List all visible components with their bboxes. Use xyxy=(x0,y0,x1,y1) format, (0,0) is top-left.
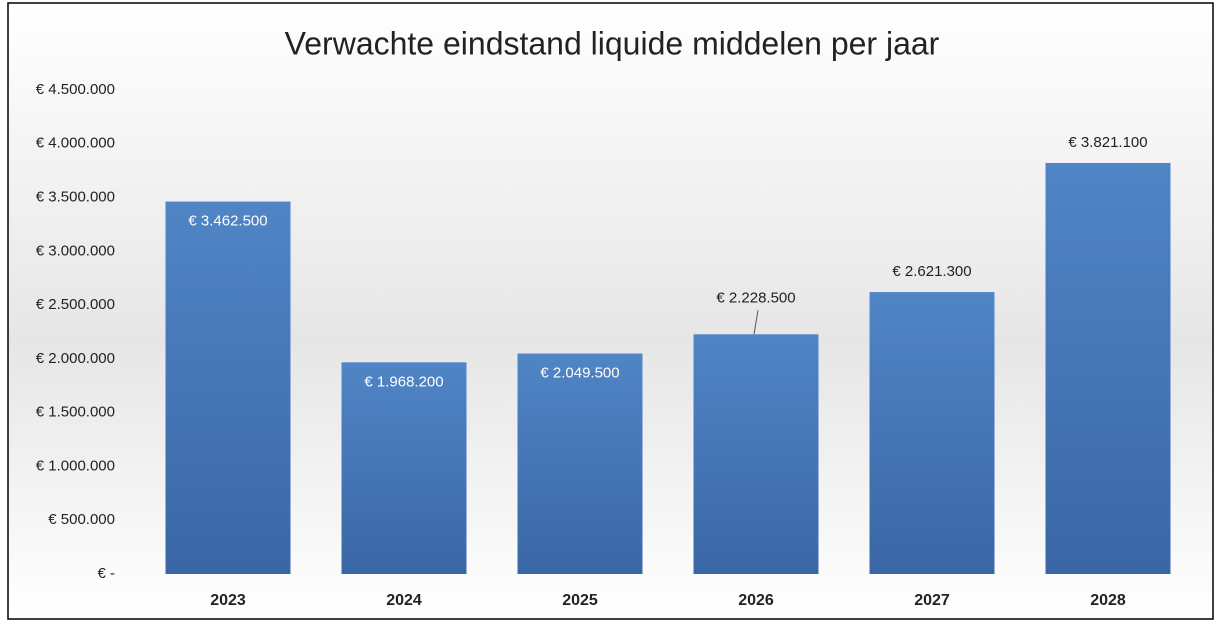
x-tick-label: 2024 xyxy=(386,592,422,609)
data-label: € 3.821.100 xyxy=(1068,134,1147,151)
bar xyxy=(165,201,291,575)
x-tick-label: 2028 xyxy=(1090,592,1126,609)
x-tick-label: 2023 xyxy=(210,592,246,609)
data-label: € 2.228.500 xyxy=(716,289,795,306)
data-label: € 3.462.500 xyxy=(188,213,267,230)
bar xyxy=(693,334,819,574)
y-tick-label: € - xyxy=(97,565,115,582)
y-tick-label: € 2.000.000 xyxy=(36,350,115,367)
data-label: € 2.621.300 xyxy=(892,263,971,280)
leader-line xyxy=(753,310,759,335)
data-label: € 2.049.500 xyxy=(540,365,619,382)
y-tick-label: € 4.000.000 xyxy=(36,135,115,152)
x-tick-label: 2026 xyxy=(738,592,774,609)
bar xyxy=(517,353,643,574)
y-tick-label: € 3.500.000 xyxy=(36,189,115,206)
y-tick-label: € 1.500.000 xyxy=(36,404,115,421)
y-tick-label: € 1.000.000 xyxy=(36,457,115,474)
y-tick-label: € 4.500.000 xyxy=(36,81,115,98)
y-tick-label: € 3.000.000 xyxy=(36,242,115,259)
bar xyxy=(341,362,467,574)
bar xyxy=(869,292,995,574)
x-tick-label: 2027 xyxy=(914,592,950,609)
y-tick-label: € 2.500.000 xyxy=(36,296,115,313)
bar xyxy=(1045,163,1171,574)
x-tick-label: 2025 xyxy=(562,592,598,609)
data-label: € 1.968.200 xyxy=(364,373,443,390)
chart-title: Verwachte eindstand liquide middelen per… xyxy=(285,25,940,61)
y-tick-label: € 500.000 xyxy=(48,511,115,528)
